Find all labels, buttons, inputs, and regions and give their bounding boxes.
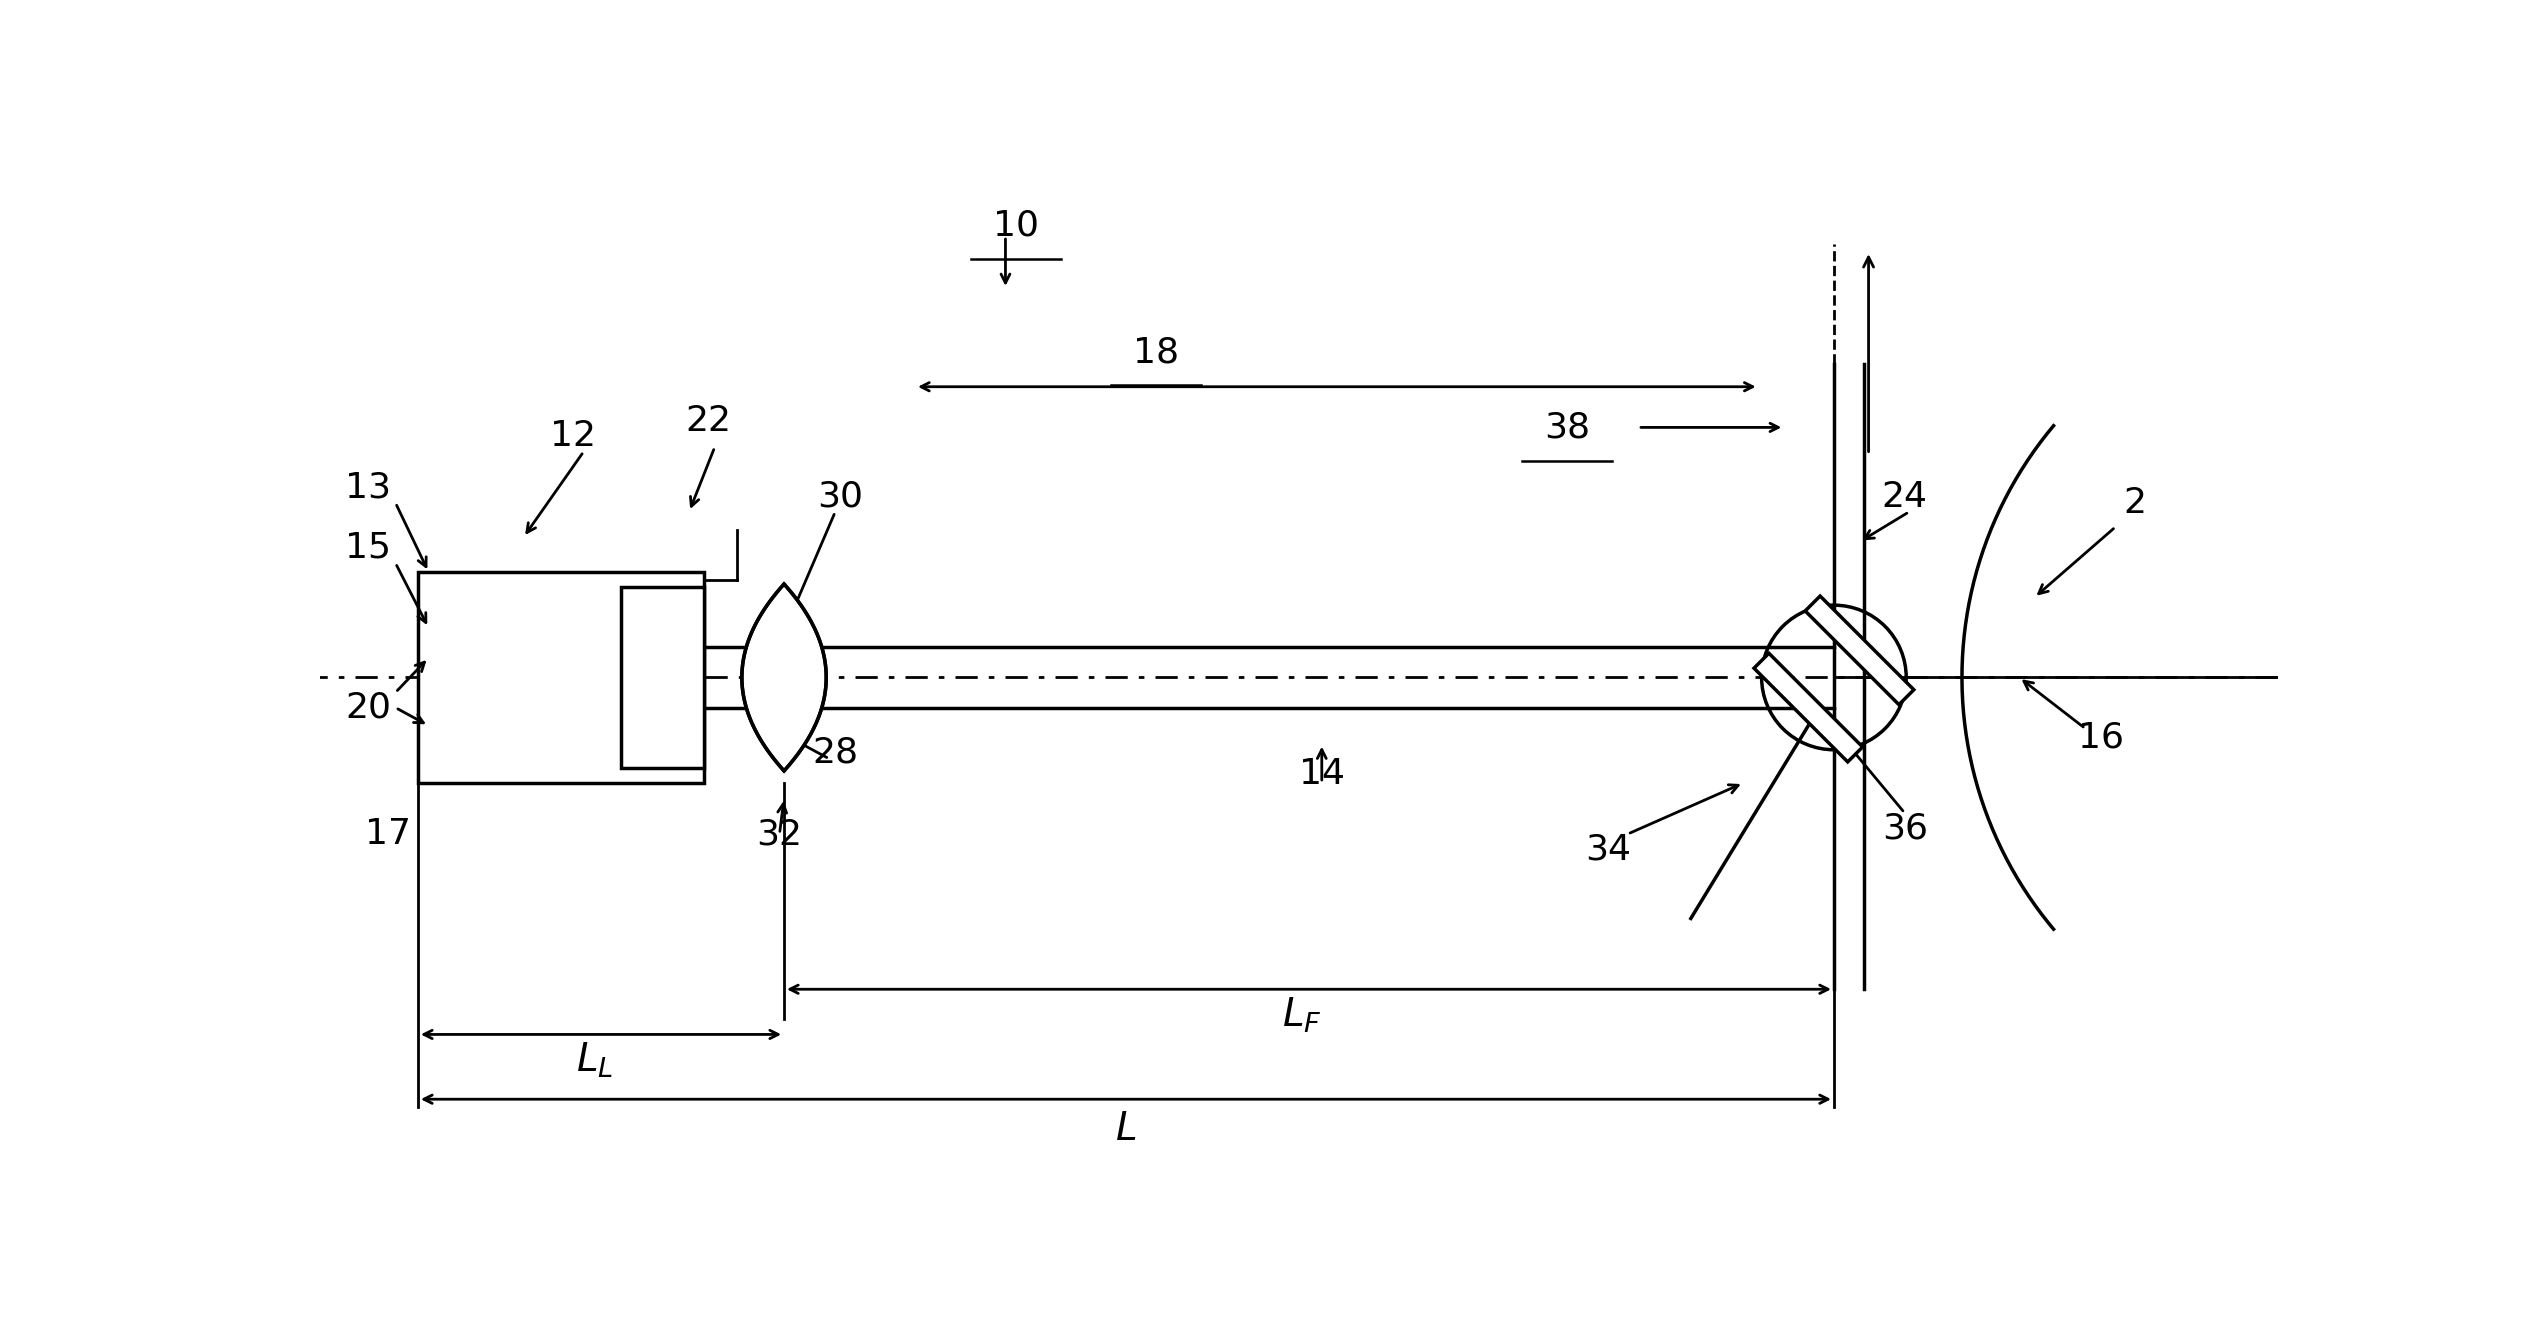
Text: 12: 12 [550, 419, 596, 453]
Text: 36: 36 [1881, 811, 1927, 846]
Text: $L$: $L$ [1115, 1111, 1136, 1148]
Text: 18: 18 [1133, 335, 1179, 368]
Text: 38: 38 [1544, 410, 1589, 445]
Bar [418, 572, 705, 783]
Text: 14: 14 [1298, 757, 1344, 791]
Text: 16: 16 [2079, 721, 2124, 754]
Text: 22: 22 [687, 405, 733, 438]
Text: 15: 15 [345, 531, 390, 565]
Text: 24: 24 [1881, 480, 1927, 513]
Text: 13: 13 [345, 470, 390, 505]
Polygon shape [743, 584, 826, 770]
Text: 34: 34 [1584, 832, 1630, 866]
Polygon shape [1754, 654, 1863, 762]
Text: 10: 10 [994, 209, 1039, 243]
Text: $L_F$: $L_F$ [1283, 996, 1323, 1034]
Text: $L_L$: $L_L$ [575, 1040, 613, 1080]
Bar [621, 587, 705, 768]
Text: 20: 20 [345, 690, 390, 725]
Text: 28: 28 [811, 736, 859, 769]
Text: 2: 2 [2124, 485, 2147, 520]
Text: 17: 17 [365, 817, 411, 851]
Text: 32: 32 [755, 817, 804, 851]
Polygon shape [1805, 596, 1914, 705]
Text: 30: 30 [816, 480, 862, 513]
